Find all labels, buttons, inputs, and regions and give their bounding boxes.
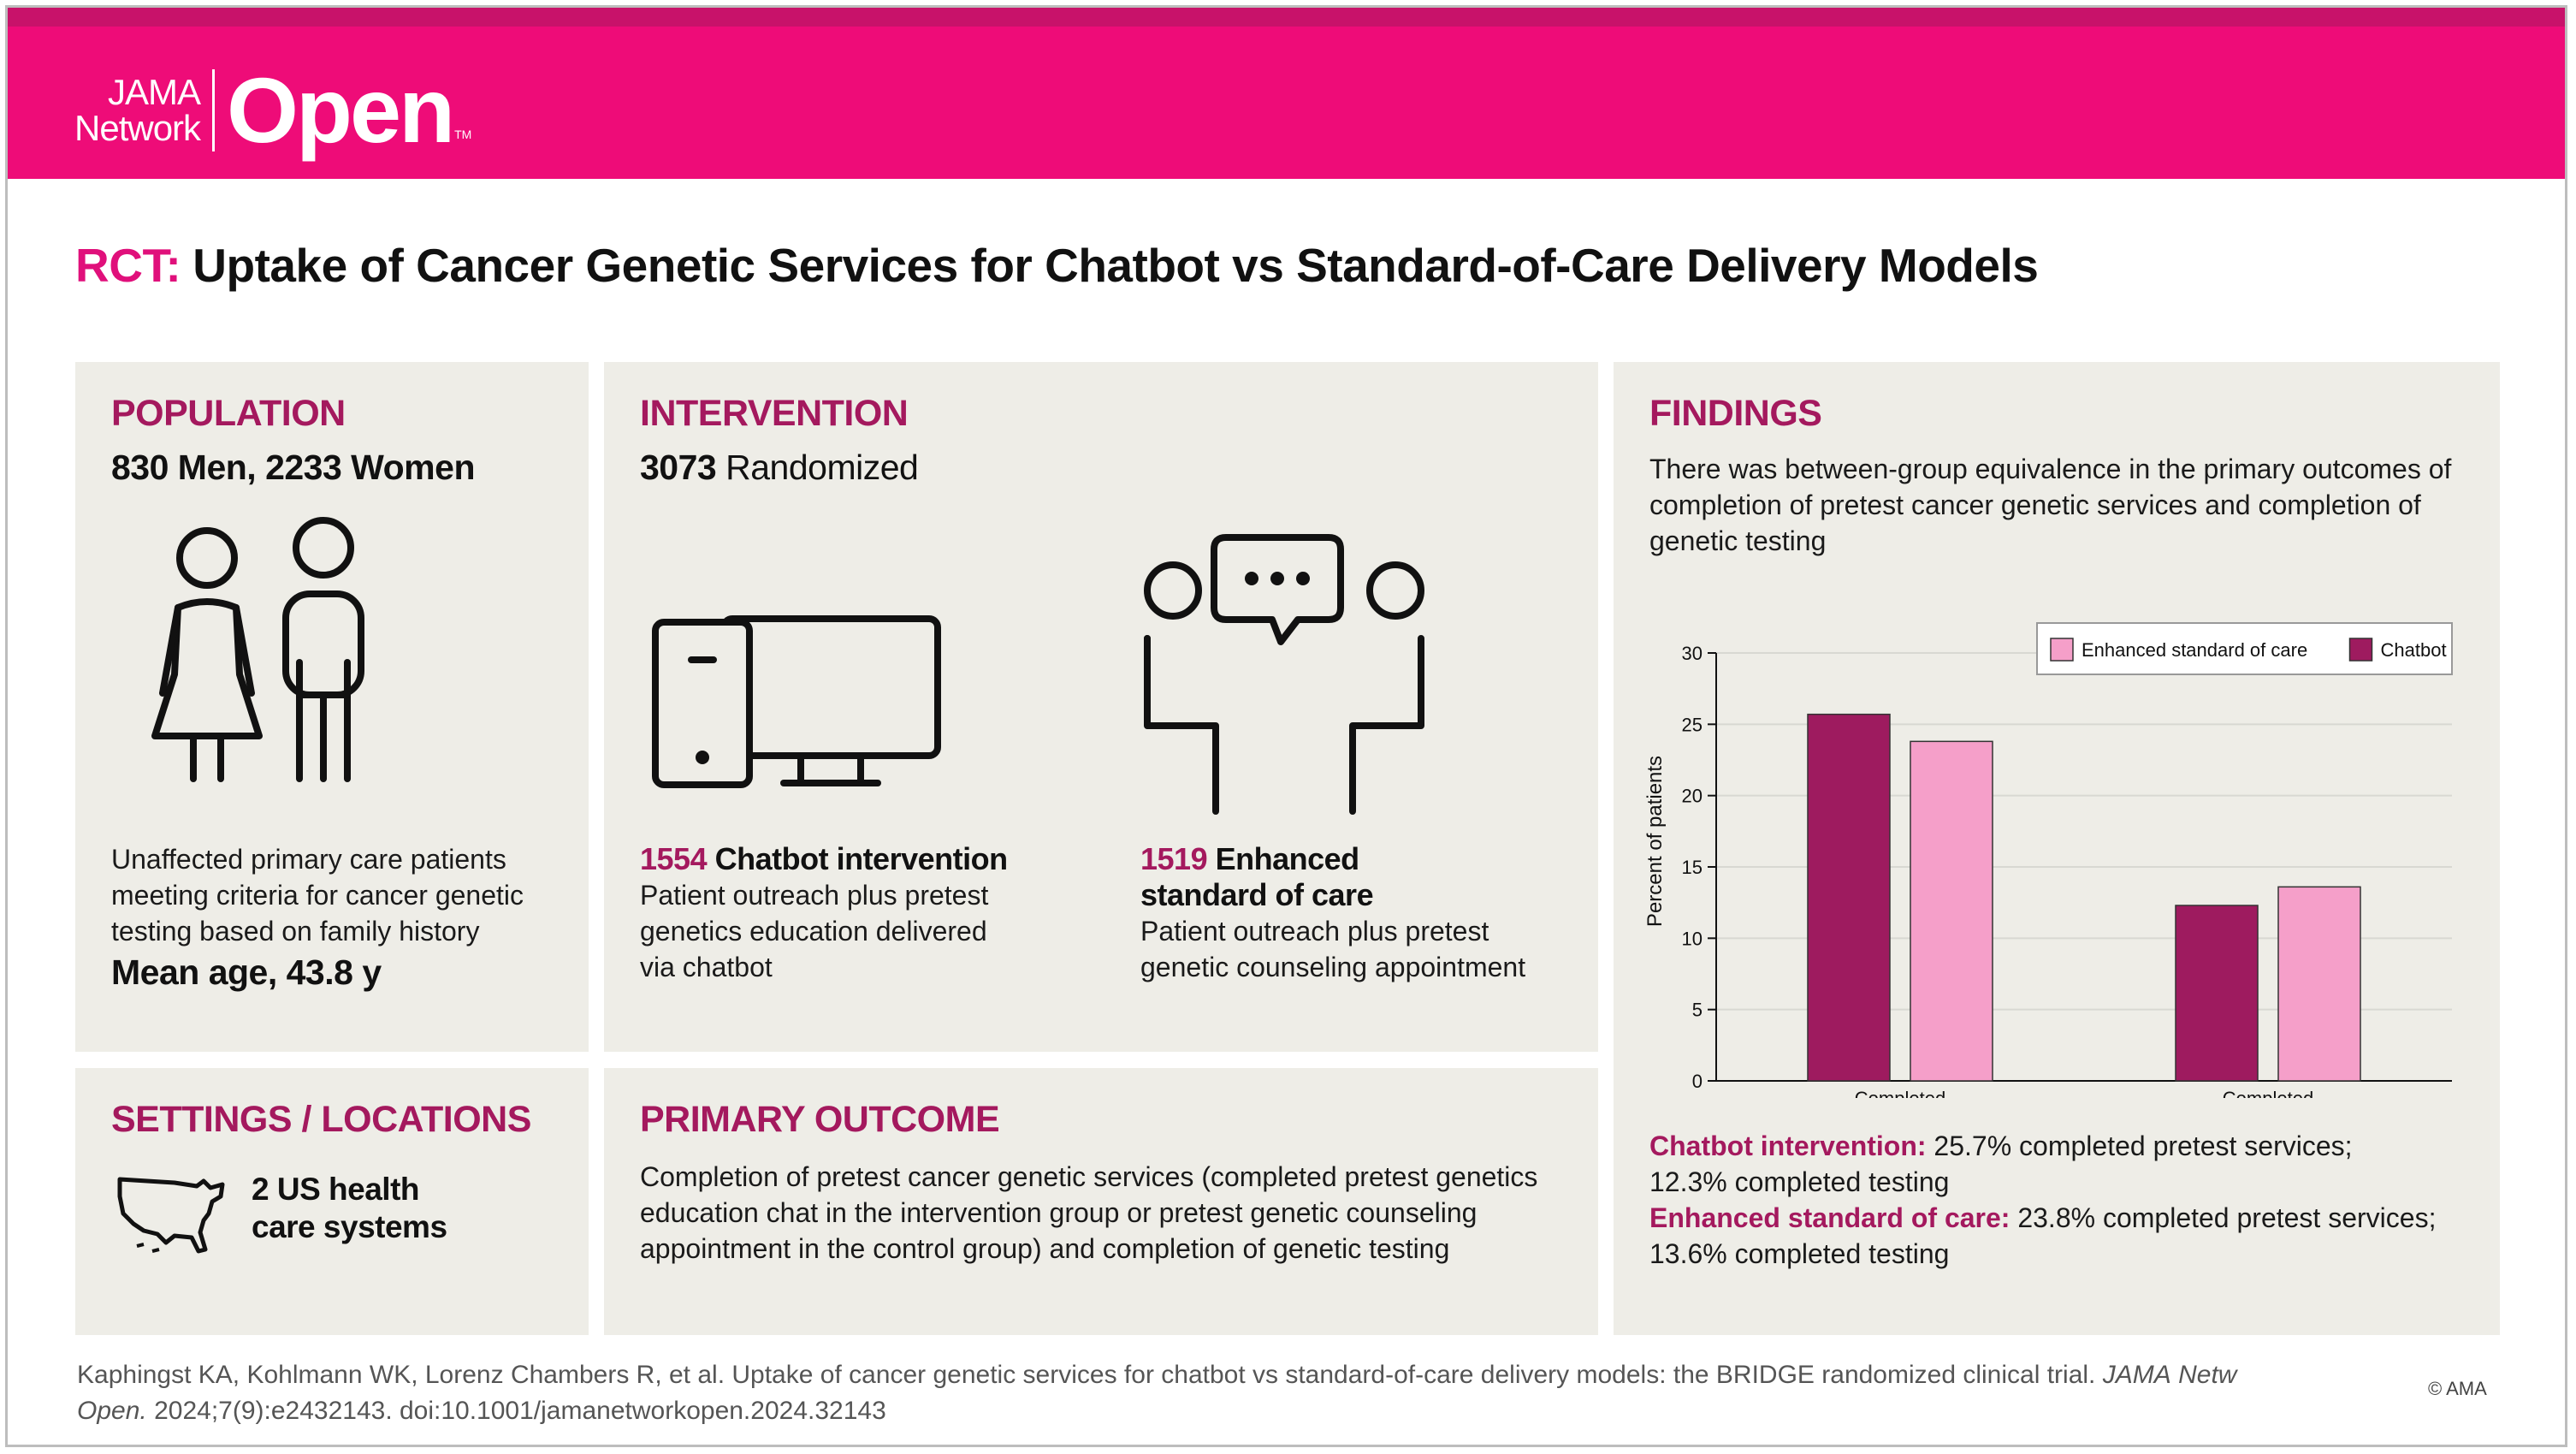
result-enhanced: Enhanced standard of care: 23.8% complet…: [1649, 1200, 2436, 1236]
citation-line1: Kaphingst KA, Kohlmann WK, Lorenz Chambe…: [77, 1361, 2096, 1389]
result-chatbot-line1: 25.7% completed pretest services;: [1933, 1131, 2353, 1161]
primary-outcome-line: Completion of pretest cancer genetic ser…: [640, 1161, 1538, 1192]
header-banner: JAMA Network Open TM: [8, 8, 2565, 179]
primary-outcome-text: Completion of pretest cancer genetic ser…: [640, 1159, 1537, 1267]
legend-box: [2036, 622, 2453, 675]
chart-legend: Enhanced standard of care Chatbot: [2036, 622, 2453, 675]
population-heading: POPULATION: [111, 393, 346, 434]
findings-heading: FINDINGS: [1649, 393, 1822, 434]
population-description-line: Unaffected primary care patients: [111, 844, 506, 875]
randomized-count: 3073: [640, 448, 717, 487]
result-chatbot: Chatbot intervention: 25.7% completed pr…: [1649, 1128, 2436, 1164]
y-tick-label: 5: [1692, 1000, 1703, 1021]
arm-description-line: via chatbot: [640, 952, 773, 982]
y-tick-label: 25: [1682, 714, 1703, 735]
chart-x-labels: Completedpretest servicesCompletedtestin…: [1855, 1088, 2313, 1098]
randomized-stat: 3073 Randomized: [640, 448, 919, 488]
arm-description-line: genetic counseling appointment: [1140, 952, 1526, 982]
population-description-line: testing based on family history: [111, 916, 480, 947]
x-tick-label: Completed: [2223, 1088, 2313, 1098]
x-tick-label: Completed: [1855, 1088, 1945, 1098]
arm-chatbot-description: Patient outreach plus pretest genetics e…: [640, 877, 1008, 985]
citation-journal: JAMA: [2102, 1361, 2171, 1389]
legend-swatch: [2050, 638, 2074, 662]
arm-enhanced: 1519 Enhanced standard of care Patient o…: [1140, 841, 1525, 985]
arm-enhanced-label: Enhanced: [1215, 841, 1360, 876]
citation-journal-2: Netw Open.: [77, 1361, 2237, 1425]
jama-network-open-logo: JAMA Network Open TM: [74, 58, 472, 162]
primary-outcome-line: education chat in the intervention group…: [640, 1197, 1477, 1228]
settings-panel: SETTINGS / LOCATIONS 2 US health care sy…: [75, 1068, 589, 1335]
us-map-icon: [117, 1177, 225, 1254]
bar-chatbot: [2175, 905, 2259, 1082]
page-title: RCT: Uptake of Cancer Genetic Services fo…: [75, 238, 2039, 293]
result-enhanced-line2: 13.6% completed testing: [1649, 1238, 1950, 1269]
population-description-line: meeting criteria for cancer genetic: [111, 880, 524, 911]
y-tick-label: 30: [1682, 643, 1703, 664]
y-tick-label: 20: [1682, 786, 1703, 807]
settings-value-line: care systems: [252, 1209, 447, 1244]
settings-value: 2 US health care systems: [252, 1171, 447, 1246]
population-description: Unaffected primary care patients meeting…: [111, 841, 524, 949]
logo-line-jama: JAMA: [108, 72, 201, 112]
result-enhanced-label: Enhanced standard of care:: [1649, 1202, 2010, 1233]
arm-enhanced-count: 1519: [1140, 841, 1208, 876]
randomized-label: Randomized: [725, 448, 919, 487]
arm-chatbot-count: 1554: [640, 841, 708, 876]
findings-bar-chart: 0 5 10 15 20 25 30 Completedpretest servicesCo…: [1643, 622, 2453, 1098]
settings-heading: SETTINGS / LOCATIONS: [111, 1099, 531, 1140]
bar-chatbot: [1807, 713, 1891, 1082]
devices-icon: [652, 615, 941, 788]
intervention-heading: INTERVENTION: [640, 393, 909, 434]
logo-open: Open: [227, 58, 455, 162]
y-tick-label: 10: [1682, 928, 1703, 949]
result-chatbot-line2: 12.3% completed testing: [1649, 1166, 1950, 1197]
findings-summary: There was between-group equivalence in t…: [1649, 451, 2451, 559]
population-mean-age: Mean age, 43.8 y: [111, 953, 382, 992]
arm-chatbot-label: Chatbot intervention: [714, 841, 1008, 876]
findings-results: Chatbot intervention: 25.7% completed pr…: [1649, 1128, 2436, 1272]
findings-summary-line: There was between-group equivalence in t…: [1649, 454, 2452, 484]
arm-enhanced-title: 1519 Enhanced standard of care: [1140, 841, 1525, 913]
chart-y-axis-label: Percent of patients: [1643, 756, 1667, 927]
chart-bars: [1807, 713, 2361, 1082]
arm-enhanced-label-2: standard of care: [1140, 877, 1374, 912]
primary-outcome-panel: PRIMARY OUTCOME Completion of pretest ca…: [604, 1068, 1598, 1335]
legend-label: Enhanced standard of care: [2082, 639, 2307, 661]
legend-swatch: [2348, 638, 2373, 662]
settings-value-line: 2 US health: [252, 1172, 419, 1207]
findings-panel: FINDINGS There was between-group equival…: [1614, 362, 2500, 1335]
counseling-icon: [1144, 534, 1424, 815]
result-enhanced-line1: 23.8% completed pretest services;: [2017, 1202, 2437, 1233]
population-panel: POPULATION 830 Men, 2233 Women Unaffecte…: [75, 362, 589, 1052]
primary-outcome-line: appointment in the control group) and co…: [640, 1233, 1450, 1264]
logo-divider: [212, 69, 216, 151]
arm-description-line: genetics education delivered: [640, 916, 987, 947]
arm-chatbot-title: 1554 Chatbot intervention: [640, 841, 1008, 877]
logo-trademark: TM: [454, 128, 472, 141]
bar-enhanced-standard-of-care: [1910, 740, 1993, 1082]
legend-label: Chatbot: [2381, 639, 2447, 661]
title-prefix: RCT:: [75, 239, 181, 292]
intervention-panel: INTERVENTION 3073 Randomized 1554 Cha: [604, 362, 1598, 1052]
y-tick-label: 0: [1692, 1071, 1703, 1092]
findings-summary-line: completion of pretest cancer genetic ser…: [1649, 490, 2421, 520]
title-text: Uptake of Cancer Genetic Services for Ch…: [192, 239, 2039, 292]
arm-chatbot: 1554 Chatbot intervention Patient outrea…: [640, 841, 1008, 985]
result-chatbot-label: Chatbot intervention:: [1649, 1131, 1927, 1161]
citation-line2: 2024;7(9):e2432143. doi:10.1001/jamanetw…: [154, 1397, 886, 1425]
logo-line-network: Network: [74, 108, 201, 148]
arm-description-line: Patient outreach plus pretest: [640, 880, 989, 911]
bar-enhanced-standard-of-care: [2277, 886, 2361, 1082]
logo-wordmark: JAMA Network: [74, 72, 201, 148]
arm-enhanced-description: Patient outreach plus pretest genetic co…: [1140, 913, 1525, 985]
copyright: © AMA: [2428, 1378, 2487, 1399]
primary-outcome-heading: PRIMARY OUTCOME: [640, 1099, 1000, 1140]
arm-description-line: Patient outreach plus pretest: [1140, 916, 1489, 947]
citation: Kaphingst KA, Kohlmann WK, Lorenz Chambe…: [77, 1357, 2301, 1429]
people-icon: [151, 517, 364, 782]
y-tick-label: 15: [1682, 857, 1703, 878]
population-stat: 830 Men, 2233 Women: [111, 448, 475, 487]
findings-summary-line: genetic testing: [1649, 525, 1827, 556]
